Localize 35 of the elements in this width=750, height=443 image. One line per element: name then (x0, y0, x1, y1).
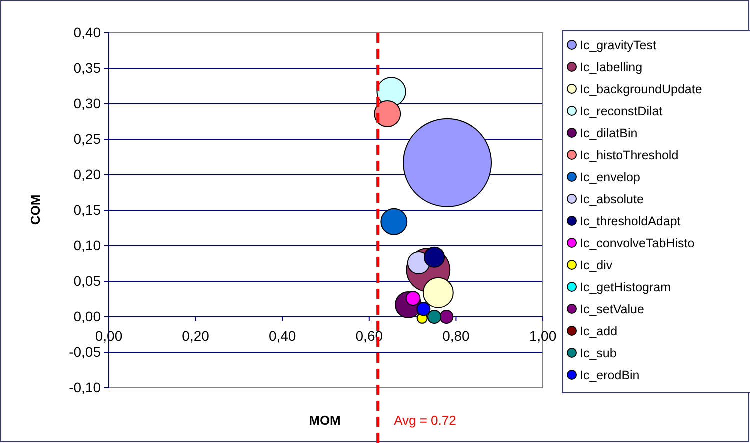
y-tick-label: 0,25 (74, 130, 102, 147)
legend-label: Ic_reconstDilat (580, 104, 664, 118)
y-tick-label: 0,15 (74, 202, 102, 218)
legend-label: Ic_convolveTabHisto (580, 236, 695, 250)
legend-label: Ic_dilatBin (580, 126, 638, 140)
legend-label: Ic_envelop (580, 170, 641, 184)
y-tick-label: 0,35 (74, 60, 102, 76)
y-tick-label: 0,00 (74, 308, 102, 324)
y-tick-label: 0,30 (74, 95, 102, 112)
legend-label: Ic_thresholdAdapt (580, 214, 682, 228)
legend-label: Ic_setValue (580, 302, 644, 316)
x-axis-title: MOM (309, 413, 341, 428)
y-tick-label: 0,40 (74, 24, 102, 40)
text: Avg = 0.72 (394, 413, 456, 428)
y-tick-label: 0,10 (74, 237, 102, 254)
legend-label: Ic_getHistogram (580, 280, 672, 294)
legend-label: Ic_labelling (580, 60, 643, 74)
legend-label: Ic_erodBin (580, 368, 640, 382)
legend-label: Ic_sub (580, 346, 617, 360)
legend-label: Ic_add (580, 324, 618, 338)
x-tick-label: 0,60 (356, 328, 384, 344)
x-tick-label: 0,80 (442, 328, 470, 344)
y-tick-label: 0,05 (74, 272, 102, 289)
y-tick-label: 0,20 (74, 166, 102, 182)
legend-label: Ic_absolute (580, 192, 644, 206)
y-tick-label: -0,10 (69, 379, 102, 396)
legend-label: Ic_backgroundUpdate (580, 82, 702, 96)
legend-label: Ic_gravityTest (580, 38, 657, 52)
y-axis-title: COM (28, 194, 43, 226)
x-tick-label: 1,00 (529, 328, 557, 344)
y-tick-label: -0,05 (69, 344, 102, 360)
legend-label: Ic_histoThreshold (580, 148, 679, 162)
x-tick-label: 0,20 (182, 328, 210, 344)
legend-label: Ic_div (580, 258, 614, 272)
x-tick-label: 0,40 (268, 328, 296, 344)
